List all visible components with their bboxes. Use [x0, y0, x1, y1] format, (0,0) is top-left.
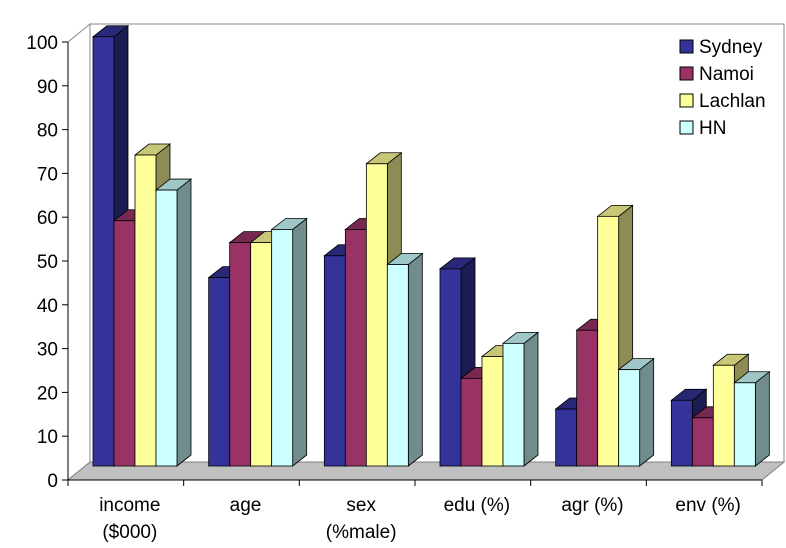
bar-side [407, 252, 423, 467]
y-tick-label: 40 [37, 296, 58, 317]
bar-front [323, 255, 346, 467]
y-tick-label: 20 [37, 383, 58, 404]
legend: Sydney Namoi Lachlan HN [679, 37, 766, 139]
bar-side [639, 357, 655, 467]
bar-front [92, 36, 115, 467]
y-tick-label: 70 [37, 164, 58, 185]
legend-swatch-sydney [679, 39, 694, 54]
bars [91, 24, 771, 467]
side-wall [67, 22, 91, 482]
bar-front [502, 342, 525, 467]
legend-label-namoi: Namoi [699, 64, 754, 85]
bar-front [439, 268, 462, 467]
bar-front [733, 382, 756, 467]
bar-hn-3 [501, 331, 540, 467]
y-tick-label: 100 [26, 33, 58, 54]
bar-hn-0 [154, 178, 193, 467]
bar-front [229, 242, 252, 467]
category-label: (%male) [326, 522, 397, 543]
y-tick-label: 60 [37, 208, 58, 229]
bar-front [113, 220, 136, 467]
category-label: sex [346, 495, 376, 516]
bar-front [597, 215, 620, 467]
bar-front [208, 277, 231, 467]
bar-hn-4 [617, 357, 655, 467]
bar-front [271, 229, 294, 467]
bar-front [155, 189, 178, 467]
bar-front [365, 163, 388, 467]
axes: 0 10 20 30 40 50 60 70 80 90 100 [26, 33, 763, 492]
bar-front [134, 154, 157, 467]
category-label: ($000) [102, 522, 157, 543]
y-tick-label: 50 [37, 252, 58, 273]
bar-front [481, 356, 504, 467]
y-tick-label: 10 [37, 427, 58, 448]
bar-front [576, 329, 599, 467]
bar-hn-1 [270, 217, 308, 467]
category-label: env (%) [675, 495, 740, 516]
legend-swatch-lachlan [679, 93, 694, 108]
bar-front [712, 364, 735, 467]
y-tick-label: 0 [47, 471, 58, 492]
legend-swatch-namoi [679, 66, 694, 81]
bar-front [250, 242, 273, 467]
bar-side [523, 331, 539, 467]
bar-front [386, 264, 409, 467]
category-labels: income ($000) age sex (%male) edu (%) agr (%) e… [99, 495, 741, 543]
legend-swatch-hn [679, 120, 694, 135]
category-label: agr (%) [561, 495, 623, 516]
bar-side [754, 370, 770, 467]
bar-front [555, 408, 578, 467]
bar-side [292, 217, 308, 467]
category-label: income [99, 495, 160, 516]
bar-front [618, 369, 641, 467]
bar-front [691, 417, 714, 467]
bar-front [344, 229, 367, 467]
legend-label-hn: HN [699, 118, 726, 139]
y-tick-label: 90 [37, 77, 58, 98]
bar-hn-2 [386, 252, 424, 467]
y-tick-label: 30 [37, 340, 58, 361]
legend-label-sydney: Sydney [699, 37, 763, 58]
category-label: edu (%) [444, 495, 511, 516]
bar-hn-5 [733, 370, 771, 467]
bar-side [176, 178, 192, 467]
legend-label-lachlan: Lachlan [699, 91, 766, 112]
bar-front [670, 399, 693, 467]
category-label: age [230, 495, 262, 516]
bar-front [460, 377, 483, 467]
y-tick-label: 80 [37, 121, 58, 142]
